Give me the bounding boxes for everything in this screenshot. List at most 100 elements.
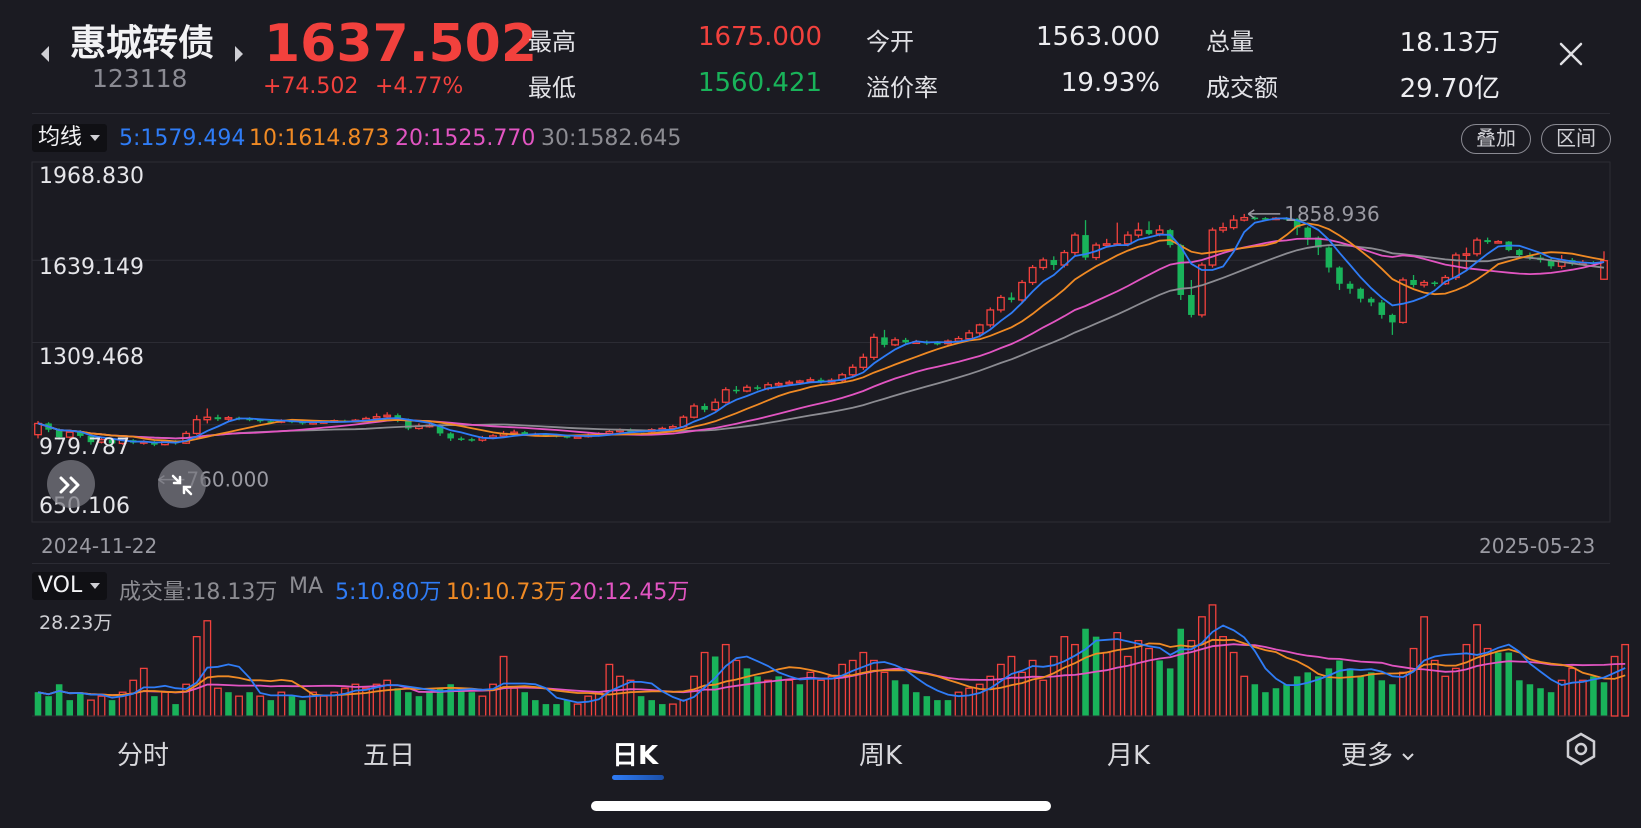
candle [1123,234,1132,245]
volume-bar [510,687,519,717]
candle [1039,259,1048,269]
candle [743,386,751,392]
candle [859,356,868,368]
volume-bar [1389,684,1396,716]
volume-bar [351,683,360,717]
volume-bar [478,695,487,717]
last-price: 1637.502 [264,14,538,74]
end-date-label: 2025-05-23 [1479,534,1596,558]
caret-left-icon [41,46,49,62]
candle [934,342,941,345]
volume-bar [1262,692,1269,716]
volume-bar [235,695,243,717]
candle [405,419,412,429]
candle [1145,230,1153,234]
volume-bar [1441,675,1450,717]
candle [986,309,995,326]
candle [1399,279,1407,324]
overlay-button[interactable]: 叠加 [1461,124,1531,154]
volume-bar [1240,675,1249,717]
expand-sidebar-button[interactable] [47,460,95,508]
tab-intraday[interactable]: 分时 [117,741,170,771]
volume-bar [288,696,296,716]
volume-bar [77,692,84,716]
tab-weekly-k[interactable]: 周K [859,741,903,771]
candle [77,432,84,436]
stat-label-volume: 总量 [1206,28,1254,56]
candle [34,422,42,436]
candle [1219,226,1228,231]
prev-stock-button[interactable] [38,44,52,69]
ma5-value: 5:1579.494 [119,126,246,151]
volume-bar [732,659,741,717]
volume-bar [1610,655,1619,717]
volume-bar [1357,676,1364,716]
candle [1050,260,1058,266]
price-change-pct: +4.77% [375,74,464,99]
next-stock-button[interactable] [232,44,246,69]
volume-bar [679,699,688,717]
stat-value-premium: 19.93% [1060,68,1160,98]
volume-bar [1102,651,1111,717]
candle [996,296,1005,311]
y-tick-label: 1309.468 [39,345,144,370]
tab-monthly-k[interactable]: 月K [1107,741,1151,771]
chevron-down-icon [1402,752,1414,760]
price-change: +74.502 [263,74,359,99]
volume-bar [213,687,222,717]
volume-bar [1092,636,1100,716]
volume-bar [1451,667,1460,717]
candle [1357,288,1364,299]
volume-bar [55,684,63,716]
candle [1251,217,1259,220]
candle [1336,267,1343,284]
close-button[interactable] [1553,36,1589,72]
volume-bar [553,704,560,716]
volume-bar [372,683,381,717]
collapse-fullscreen-button[interactable] [158,460,206,508]
tab-more[interactable]: 更多 [1341,735,1415,772]
stock-code: 123118 [92,64,188,93]
volume-bar [1336,660,1343,716]
home-indicator [591,801,1051,811]
volume-bar [775,676,782,716]
stat-value-turnover: 29.70亿 [1399,74,1500,104]
volume-bar [1568,667,1577,717]
volume-bar [86,699,95,717]
volume-bar [436,688,444,716]
candle [468,439,476,441]
volume-bar [912,692,920,716]
volume-bar [1473,624,1481,717]
volume-bar [468,692,476,716]
stock-name: 惠城转债 [70,23,215,64]
tab-five-day[interactable]: 五日 [363,741,416,771]
volume-bar [764,679,773,717]
volume-bar [616,675,624,717]
tab-daily-k[interactable]: 日K [612,741,659,771]
shrink-arrows-icon [171,474,193,496]
candle [1473,239,1481,255]
volume-bar [796,684,804,716]
volume-bar [1526,684,1534,716]
candle [1166,230,1174,246]
ma-indicator-select[interactable]: 均线 [32,124,108,152]
candle [214,417,222,420]
volume-bar [192,636,201,717]
candle [1028,266,1037,284]
volume-indicator-select[interactable]: VOL [32,572,108,600]
candle [1325,247,1333,268]
volume-bar [859,651,868,717]
candle [1315,237,1322,248]
candle [891,339,899,346]
candle [1600,260,1608,280]
candle [1367,298,1375,303]
start-date-label: 2024-11-22 [41,534,158,558]
volume-bar [1272,688,1280,716]
candle [1516,250,1523,256]
candle [795,380,804,384]
chart-settings-button[interactable] [1563,731,1599,771]
range-button[interactable]: 区间 [1541,124,1611,154]
candle [1293,218,1301,228]
y-tick-label: 1968.830 [39,164,144,189]
